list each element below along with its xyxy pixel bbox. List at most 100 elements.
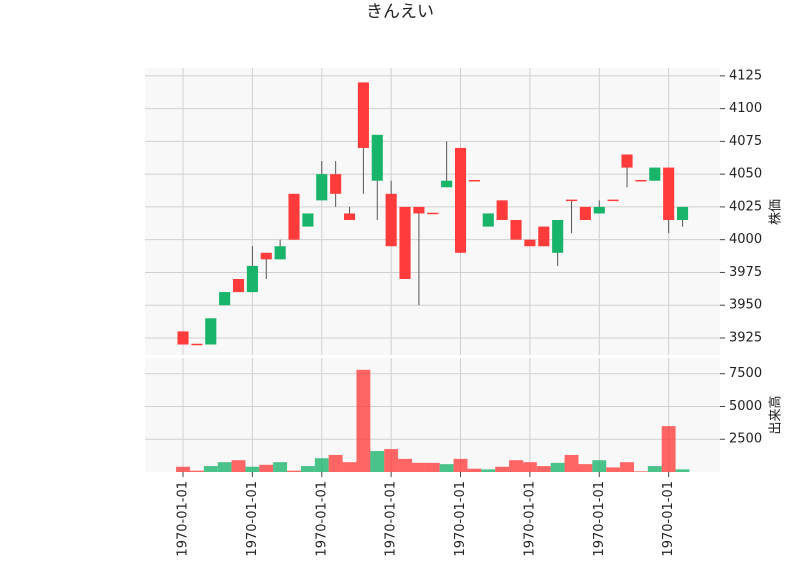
candle-body <box>454 147 467 253</box>
x-tick-label: 1970-01-01 <box>314 481 329 557</box>
chart-title: きんえい <box>366 2 434 22</box>
volume-bar <box>356 369 371 472</box>
volume-bar <box>189 470 204 472</box>
candle-body <box>371 134 383 181</box>
y-tick-label: 4000 <box>729 232 762 247</box>
candle-body <box>413 206 425 214</box>
candle-body <box>496 200 508 221</box>
volume-bar <box>384 449 399 472</box>
volume-panel <box>145 358 720 472</box>
candle-body <box>649 167 661 181</box>
candle-body <box>177 331 189 345</box>
x-tick-label: 1970-01-01 <box>245 481 260 557</box>
volume-bar <box>481 469 496 472</box>
price-panel <box>145 68 720 355</box>
y-tick-label: 3975 <box>729 265 762 280</box>
volume-bar <box>314 458 329 472</box>
y-tick-label: 4100 <box>729 101 762 116</box>
candle-body <box>246 265 258 293</box>
volume-axis-label: 出来高 <box>768 395 784 434</box>
candle-body <box>260 252 272 260</box>
volume-bar <box>606 467 621 472</box>
volume-bar <box>411 462 426 472</box>
volume-tick-label: 2500 <box>729 432 762 447</box>
candle-body <box>468 179 480 182</box>
x-tick-label: 1970-01-01 <box>384 481 399 557</box>
x-tick-label: 1970-01-01 <box>661 481 676 557</box>
candle-body <box>676 206 689 221</box>
volume-bar <box>398 458 412 472</box>
volume-bar <box>633 471 648 472</box>
x-tick-label: 1970-01-01 <box>176 481 191 557</box>
volume-bar <box>273 462 288 472</box>
candle-body <box>482 213 494 227</box>
volume-bar <box>425 462 440 472</box>
candle-body <box>302 213 314 227</box>
x-tick-label: 1970-01-01 <box>592 481 607 557</box>
candle-body <box>343 213 356 221</box>
volume-bar <box>550 462 565 472</box>
volume-bar <box>522 462 537 472</box>
candle-body <box>316 174 328 201</box>
volume-bar <box>647 466 662 472</box>
x-tick-label: 1970-01-01 <box>522 481 537 557</box>
candle-body <box>399 206 411 279</box>
volume-bar <box>509 460 523 472</box>
y-tick-label: 3925 <box>729 330 762 345</box>
candle-body <box>219 292 231 306</box>
candle-body <box>357 82 369 148</box>
x-tick-label: 1970-01-01 <box>453 481 468 557</box>
candle-body <box>191 343 203 346</box>
volume-bar <box>300 466 315 472</box>
volume-bar <box>467 468 482 472</box>
y-tick-label: 3950 <box>729 298 762 313</box>
volume-bar <box>439 464 454 472</box>
candle-body <box>621 154 633 168</box>
volume-bar <box>287 470 301 472</box>
candle-body <box>274 246 286 260</box>
volume-bar <box>231 460 246 472</box>
volume-bar <box>453 458 468 472</box>
volume-bar <box>592 460 607 472</box>
candle-body <box>524 239 536 247</box>
candle-body <box>579 206 591 221</box>
volume-bar <box>675 469 690 472</box>
volume-bar <box>245 466 260 472</box>
candle-body <box>538 226 550 247</box>
volume-bar <box>661 426 676 472</box>
candle-body <box>635 179 647 182</box>
volume-tick-label: 7500 <box>729 366 762 381</box>
volume-bar <box>564 454 579 472</box>
candle-body <box>441 180 453 188</box>
volume-bar <box>578 464 593 472</box>
y-tick-label: 4125 <box>729 68 762 83</box>
volume-bar <box>259 464 274 472</box>
y-tick-label: 4025 <box>729 199 762 214</box>
volume-bar <box>370 451 385 472</box>
volume-bar <box>620 462 634 472</box>
volume-tick-label: 5000 <box>729 399 762 414</box>
volume-bar <box>217 462 232 472</box>
candle-body <box>232 278 245 293</box>
volume-bar <box>176 466 190 472</box>
candle-body <box>593 206 605 214</box>
candle-body <box>510 220 522 240</box>
y-tick-label: 4050 <box>729 167 762 182</box>
candle-body <box>663 167 675 221</box>
y-axis-label: 株価 <box>769 199 784 225</box>
volume-bar <box>495 466 510 472</box>
candle-body <box>330 174 342 194</box>
candle-body <box>607 199 619 202</box>
candle-body <box>552 220 564 253</box>
candle-body <box>565 199 578 202</box>
candle-body <box>288 193 300 240</box>
candle-body <box>427 212 439 215</box>
volume-bar <box>328 454 343 472</box>
y-tick-label: 4075 <box>729 134 762 149</box>
volume-bar <box>203 466 218 472</box>
volume-bar <box>536 466 551 472</box>
candle-body <box>385 193 397 247</box>
volume-bar <box>342 462 357 472</box>
candle-body <box>205 318 217 345</box>
